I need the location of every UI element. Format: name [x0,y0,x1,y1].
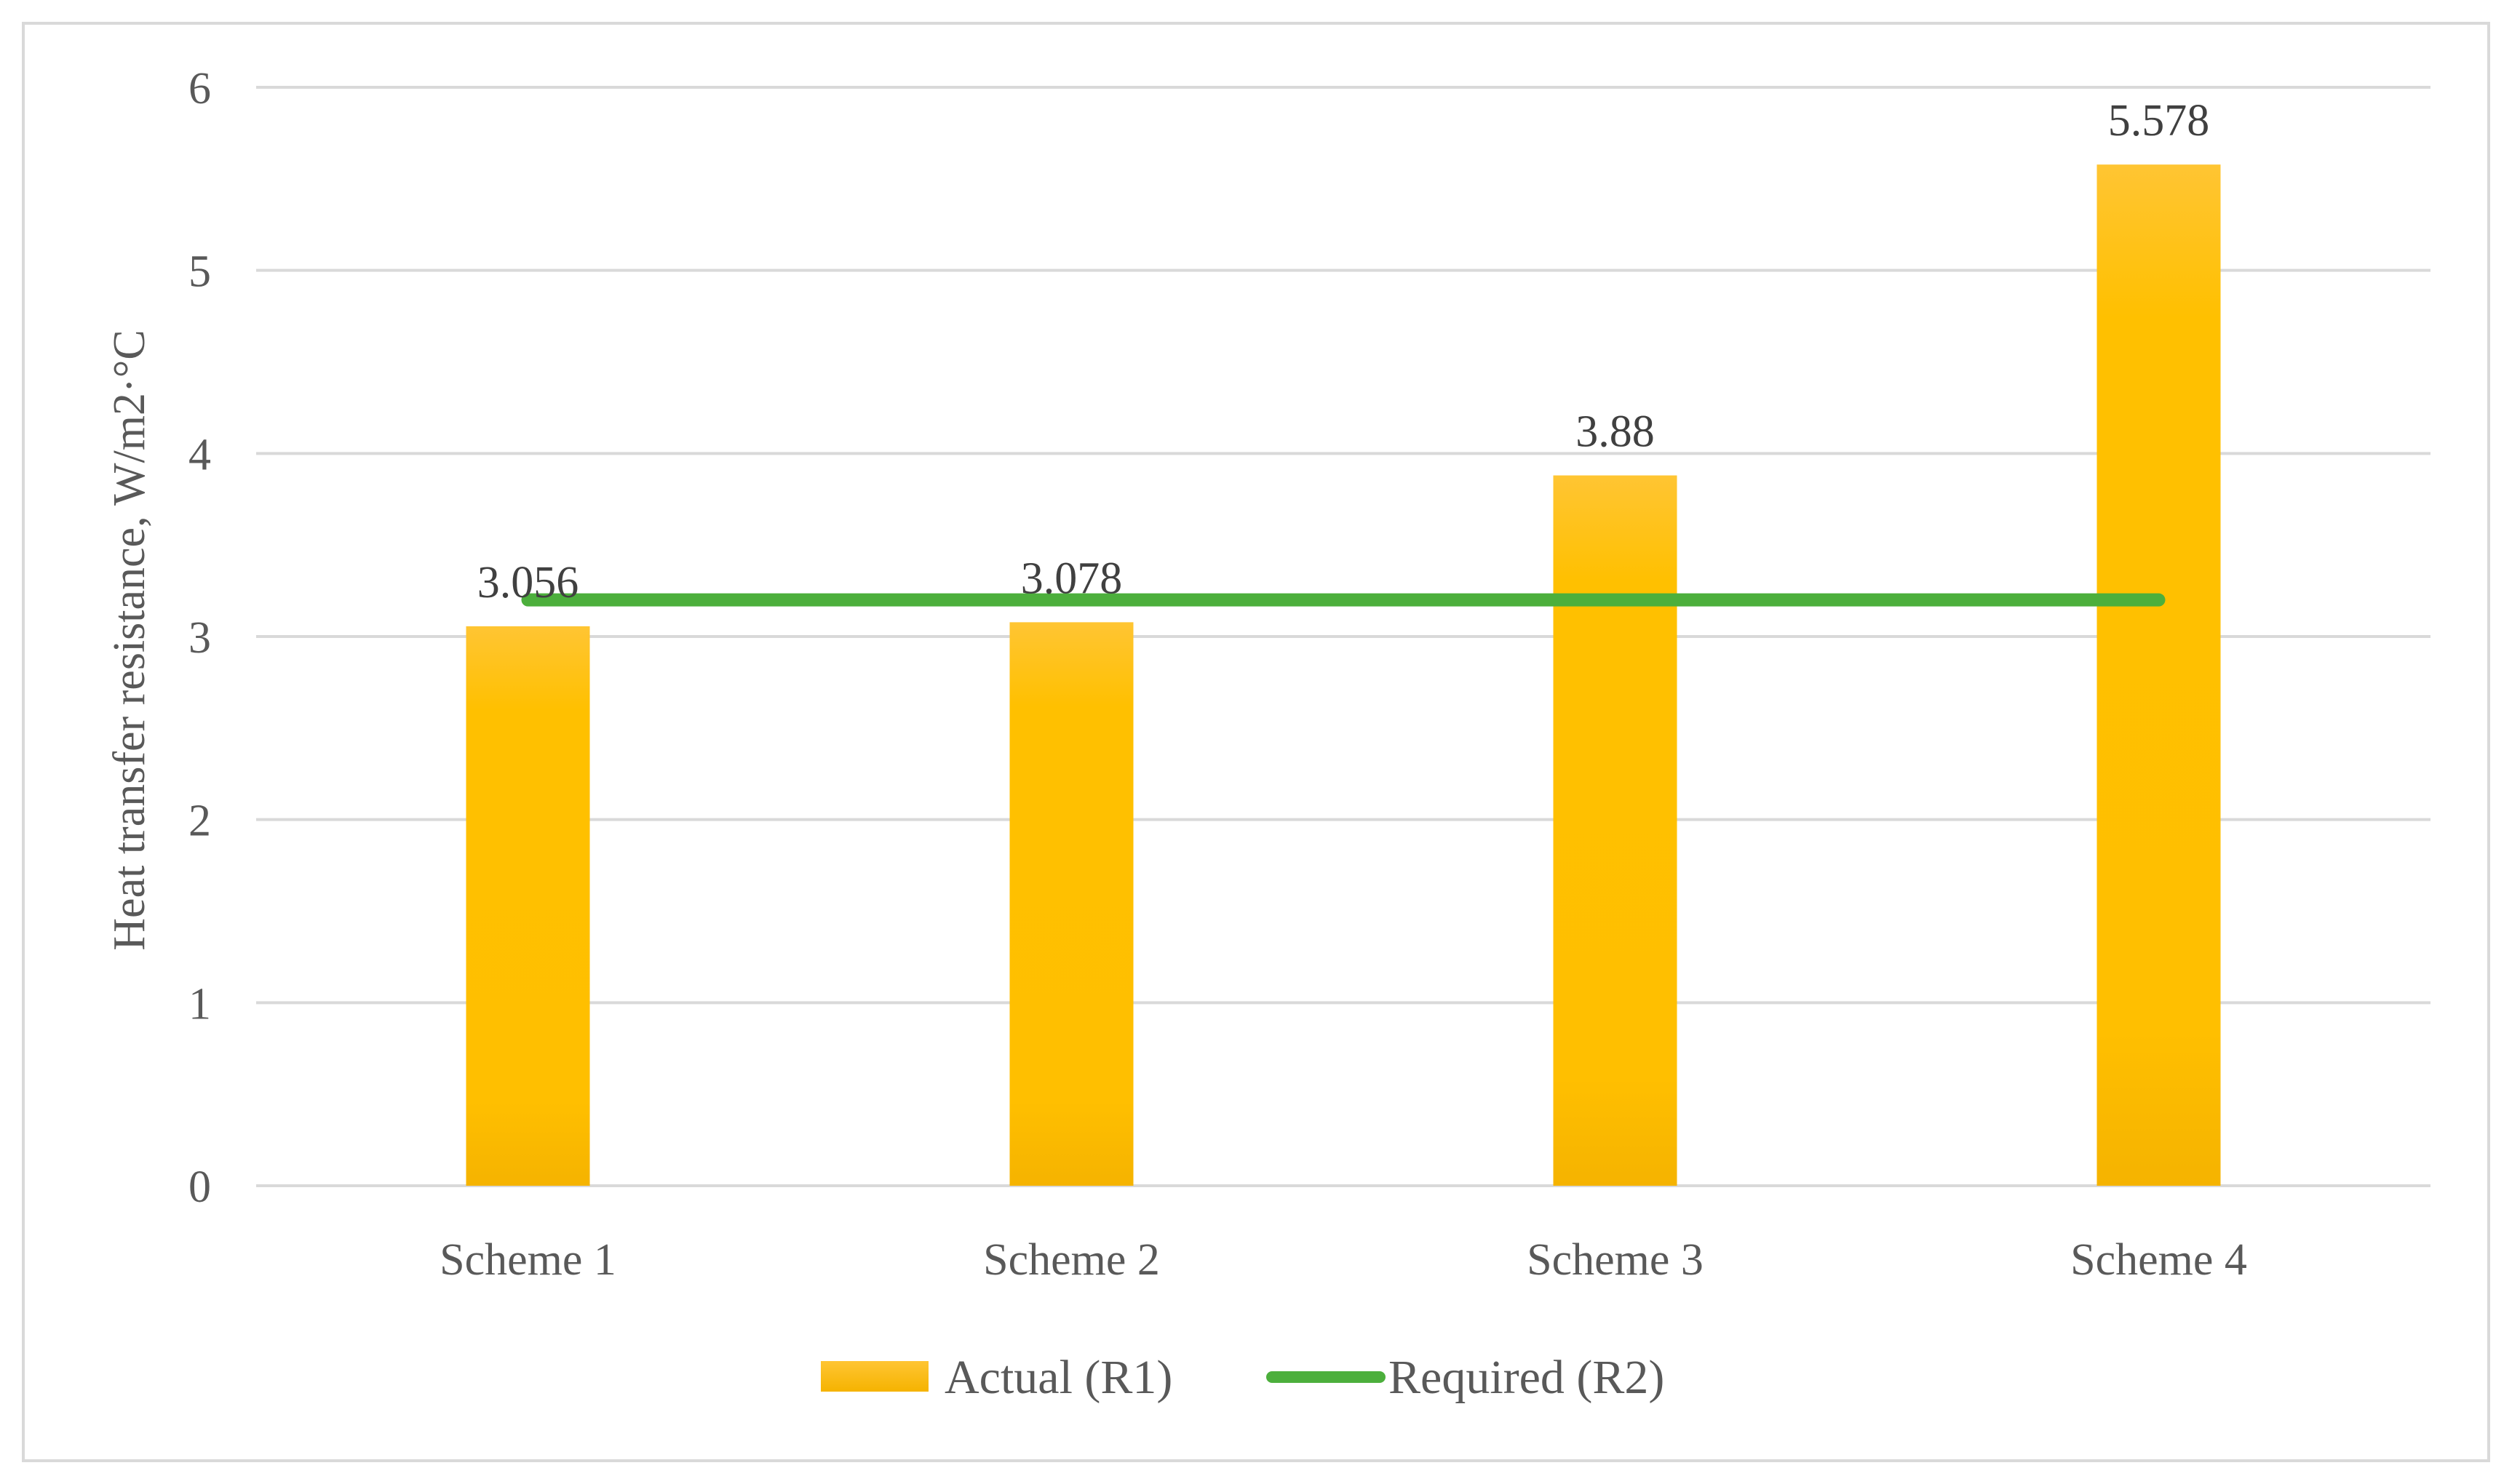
bar-actual [466,626,590,1186]
x-category-label: Scheme 2 [983,1235,1160,1285]
y-tick-label: 2 [188,797,211,846]
data-label: 3.056 [477,558,579,607]
y-tick-label: 5 [188,247,211,297]
bar-actual [1009,622,1134,1186]
data-label: 3.078 [1021,554,1123,603]
category-labels: Scheme 1 Scheme 2 Scheme 3 Scheme 4 [440,1235,2247,1285]
y-tick-labels: 0 1 2 3 4 5 6 [188,64,211,1212]
data-labels: 3.056 3.078 3.88 5.578 [477,96,2210,607]
legend-label-actual: Actual (R1) [945,1351,1172,1404]
legend: Actual (R1) Required (R2) [821,1351,1664,1404]
chart-frame [22,22,2490,1462]
bar-actual [1553,475,1677,1186]
legend-swatch-actual [821,1361,929,1392]
y-axis-title: Heat transfer resistance, W/m2·°C [105,330,154,950]
bar-series-actual [466,164,2221,1186]
x-category-label: Scheme 1 [440,1235,616,1285]
data-label: 5.578 [2108,96,2210,145]
y-tick-label: 0 [188,1162,211,1212]
bar-actual [2096,164,2221,1186]
y-tick-label: 4 [188,430,211,479]
y-tick-label: 1 [188,979,211,1029]
gridlines [256,86,2430,1187]
x-category-label: Scheme 3 [1527,1235,1704,1285]
data-label: 3.88 [1575,407,1655,457]
y-tick-label: 6 [188,64,211,113]
y-tick-label: 3 [188,613,211,663]
legend-label-required: Required (R2) [1388,1351,1664,1404]
x-category-label: Scheme 4 [2070,1235,2247,1285]
